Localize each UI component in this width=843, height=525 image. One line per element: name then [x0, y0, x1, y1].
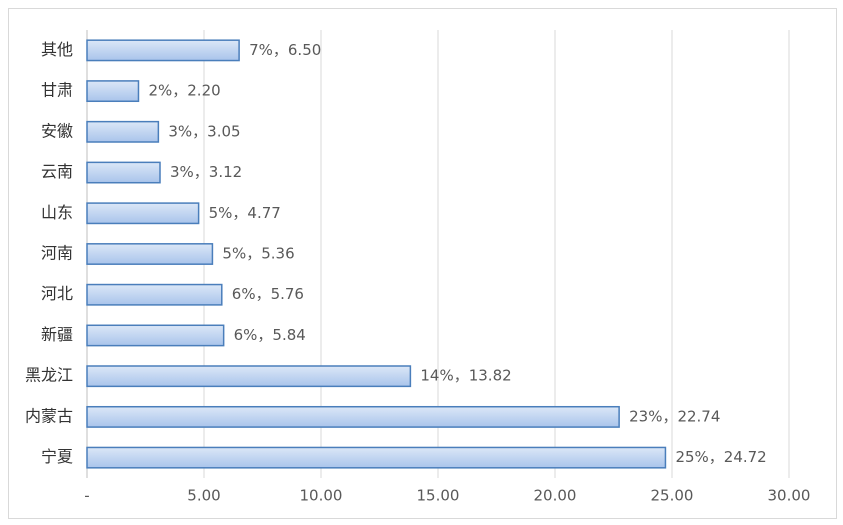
- y-tick-label: 甘肃: [41, 81, 73, 100]
- y-tick-label: 安徽: [41, 121, 73, 140]
- bar: [86, 80, 140, 103]
- data-label: 23%，22.74: [629, 407, 720, 425]
- x-tick-label: 10.00: [300, 487, 343, 505]
- y-tick-label: 其他: [41, 40, 73, 59]
- data-label: 7%，6.50: [249, 41, 321, 59]
- y-tick-label: 新疆: [41, 325, 73, 344]
- bar: [86, 39, 240, 62]
- data-label: 5%，5.36: [222, 245, 294, 263]
- bar: [86, 324, 225, 347]
- x-tick-label: 15.00: [417, 487, 460, 505]
- bar: [86, 405, 620, 428]
- y-tick-label: 山东: [41, 203, 73, 222]
- data-label: 3%，3.12: [170, 163, 242, 181]
- x-tick-label: -: [84, 487, 89, 505]
- bar: [86, 243, 214, 265]
- y-tick-label: 内蒙古: [25, 406, 73, 425]
- bar: [86, 283, 223, 306]
- bar: [86, 120, 160, 143]
- data-label: 14%，13.82: [420, 367, 511, 385]
- data-label: 6%，5.84: [234, 326, 306, 344]
- x-tick-label: 25.00: [651, 487, 694, 505]
- bar: [86, 446, 667, 469]
- x-tick-label: 5.00: [187, 487, 220, 505]
- bar: [86, 365, 412, 388]
- y-tick-label: 宁夏: [41, 447, 73, 466]
- bar: [86, 161, 161, 184]
- data-label: 3%，3.05: [168, 122, 240, 140]
- data-label: 25%，24.72: [675, 448, 766, 466]
- data-label: 6%，5.76: [232, 285, 304, 303]
- y-tick-label: 云南: [41, 162, 73, 181]
- y-tick-label: 河南: [41, 244, 73, 263]
- y-tick-label: 黑龙江: [25, 366, 73, 385]
- y-tick-label: 河北: [41, 284, 73, 303]
- x-tick-label: 30.00: [768, 487, 811, 505]
- data-label: 2%，2.20: [148, 82, 220, 100]
- x-tick-label: 20.00: [534, 487, 577, 505]
- bar: [86, 202, 200, 225]
- data-label: 5%，4.77: [209, 204, 281, 222]
